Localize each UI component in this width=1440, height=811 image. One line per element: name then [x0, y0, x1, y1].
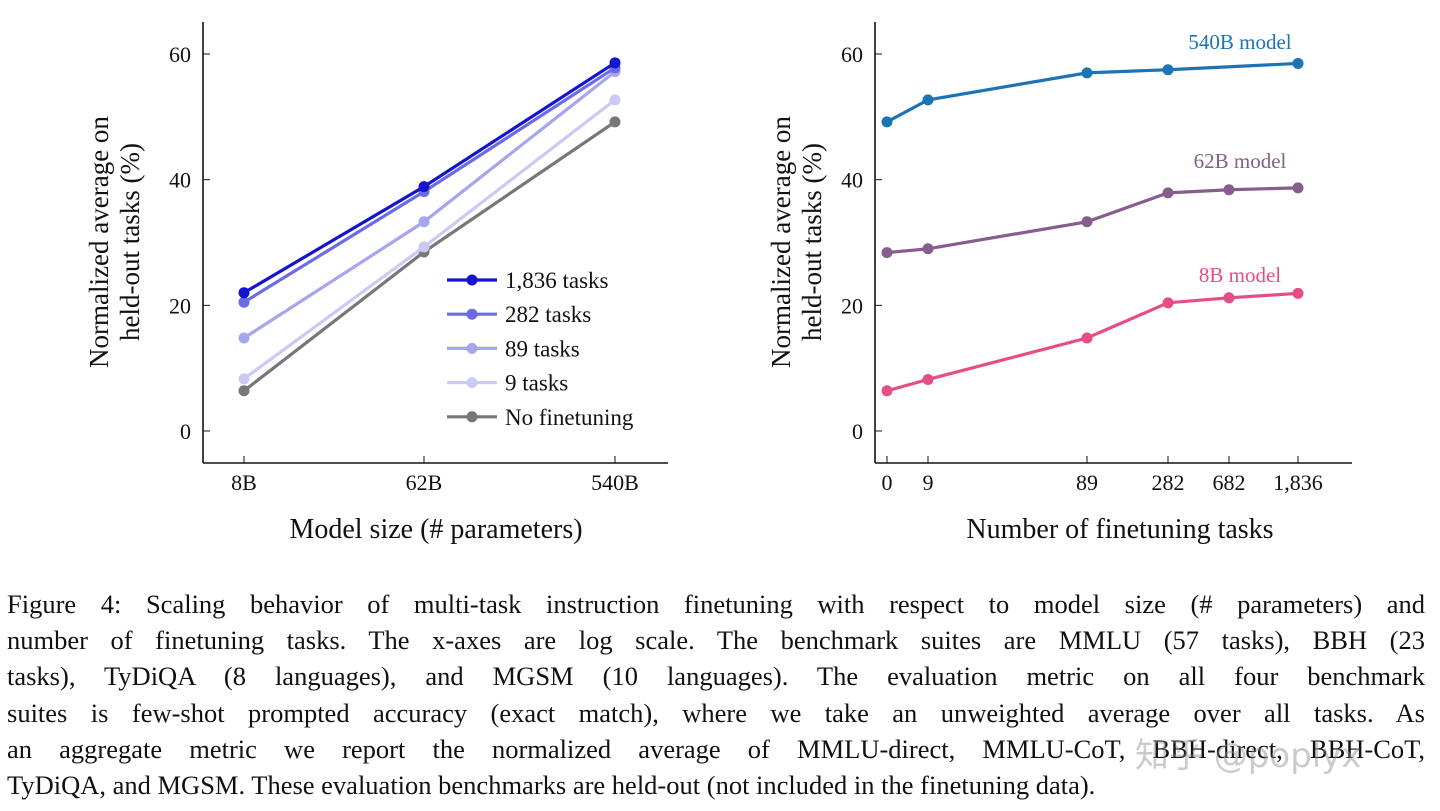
caption-line: an aggregate metric we report the normal…: [7, 733, 1425, 764]
legend-swatch-marker: [466, 342, 478, 354]
legend-item: No finetuning: [447, 405, 634, 430]
legend-swatch-marker: [466, 274, 478, 286]
data-point: [1223, 292, 1235, 304]
y-axis-label-line: held-out tasks (%): [115, 143, 145, 341]
series-1-836-tasks: [238, 57, 621, 299]
series-line: [886, 61, 1299, 124]
data-point: [1081, 332, 1093, 344]
x-tick-label: 62B: [406, 470, 443, 495]
y-axis-label: Normalized average on held-out tasks (%): [84, 116, 145, 368]
series-540b-model: 540B model: [881, 30, 1304, 128]
x-tick-label: 682: [1213, 470, 1246, 495]
data-point: [1223, 184, 1235, 196]
data-point: [1292, 287, 1304, 299]
legend-item: 9 tasks: [447, 371, 568, 396]
series-line: [243, 70, 616, 340]
legend-label: 89 tasks: [505, 336, 580, 361]
legend-label: 1,836 tasks: [505, 268, 609, 293]
x-tick-label: 8B: [231, 470, 257, 495]
data-point: [238, 373, 250, 385]
series-line: [886, 291, 1299, 393]
series-label: 540B model: [1188, 30, 1291, 54]
series-62b-model: 62B model: [881, 149, 1304, 259]
y-axis-label-line: Normalized average on: [84, 116, 114, 368]
series-8b-model: 8B model: [881, 263, 1304, 397]
data-point: [881, 385, 893, 397]
data-point: [1081, 67, 1093, 79]
x-tick-label: 1,836: [1273, 470, 1323, 495]
data-point: [418, 216, 430, 228]
y-tick-label: 40: [169, 168, 191, 193]
legend-label: 282 tasks: [505, 302, 591, 327]
data-point: [881, 247, 893, 259]
y-tick-label: 20: [841, 293, 863, 318]
data-point: [238, 332, 250, 344]
data-point: [238, 287, 250, 299]
data-point: [1292, 182, 1304, 194]
x-tick-label: 540B: [591, 470, 639, 495]
legend-swatch-marker: [466, 308, 478, 320]
y-tick-label: 20: [169, 293, 191, 318]
y-tick-label: 40: [841, 168, 863, 193]
caption-line: Figure 4: Scaling behavior of multi-task…: [7, 589, 1425, 619]
data-point: [881, 116, 893, 128]
y-tick-label: 0: [852, 419, 863, 444]
y-tick-label: 0: [180, 419, 191, 444]
series-line: [243, 61, 616, 295]
legend-swatch-marker: [466, 411, 478, 423]
figure: 0 20 40 60 8B 62B 540B Model size (# parameters…: [84, 22, 1352, 545]
x-tick-label: 0: [882, 470, 893, 495]
data-point: [238, 385, 250, 397]
data-point: [1081, 216, 1093, 228]
y-axis-label-line: held-out tasks (%): [797, 143, 827, 341]
x-tick-label: 282: [1152, 470, 1185, 495]
y-axis-label-line: Normalized average on: [766, 116, 796, 368]
caption-line: tasks), TyDiQA (8 languages), and MGSM (…: [7, 661, 1425, 692]
series-line: [886, 186, 1299, 255]
x-axis-label: Model size (# parameters): [289, 514, 582, 545]
y-tick-label: 60: [841, 42, 863, 67]
data-point: [609, 57, 621, 69]
data-point: [1162, 187, 1174, 199]
x-tick-label: 9: [923, 470, 934, 495]
caption-line: TyDiQA, and MGSM. These evaluation bench…: [7, 770, 1096, 801]
figure-caption: Figure 4: Scaling behavior of multi-task…: [7, 586, 1425, 803]
series-label: 8B model: [1199, 263, 1281, 287]
data-point: [418, 241, 430, 253]
legend-label: No finetuning: [505, 405, 634, 430]
series-label: 62B model: [1194, 149, 1287, 173]
y-axis-label: Normalized average on held-out tasks (%): [766, 116, 827, 368]
data-point: [922, 243, 934, 255]
data-point: [609, 116, 621, 128]
y-tick-label: 60: [169, 42, 191, 67]
legend-item: 282 tasks: [447, 302, 591, 327]
x-axis-label: Number of finetuning tasks: [966, 514, 1273, 545]
legend-swatch-marker: [466, 377, 478, 389]
legend: 1,836 tasks 282 tasks 89 tasks 9 tasks No fi…: [447, 268, 634, 430]
data-point: [1162, 297, 1174, 309]
legend-item: 1,836 tasks: [447, 268, 609, 293]
data-point: [238, 296, 250, 308]
data-point: [1292, 57, 1304, 69]
legend-label: 9 tasks: [505, 371, 568, 396]
series-9-tasks: [238, 94, 621, 385]
data-point: [609, 94, 621, 106]
data-point: [922, 373, 934, 385]
x-tick-label: 89: [1076, 470, 1098, 495]
data-point: [1162, 64, 1174, 76]
data-point: [922, 94, 934, 106]
caption-line: number of finetuning tasks. The x-axes a…: [7, 625, 1425, 656]
caption-line: suites is few-shot prompted accuracy (ex…: [7, 697, 1425, 728]
chart-1: 0 20 40 60 8B 62B 540B Model size (# parameters…: [84, 22, 668, 545]
legend-item: 89 tasks: [447, 336, 580, 361]
data-point: [418, 181, 430, 193]
